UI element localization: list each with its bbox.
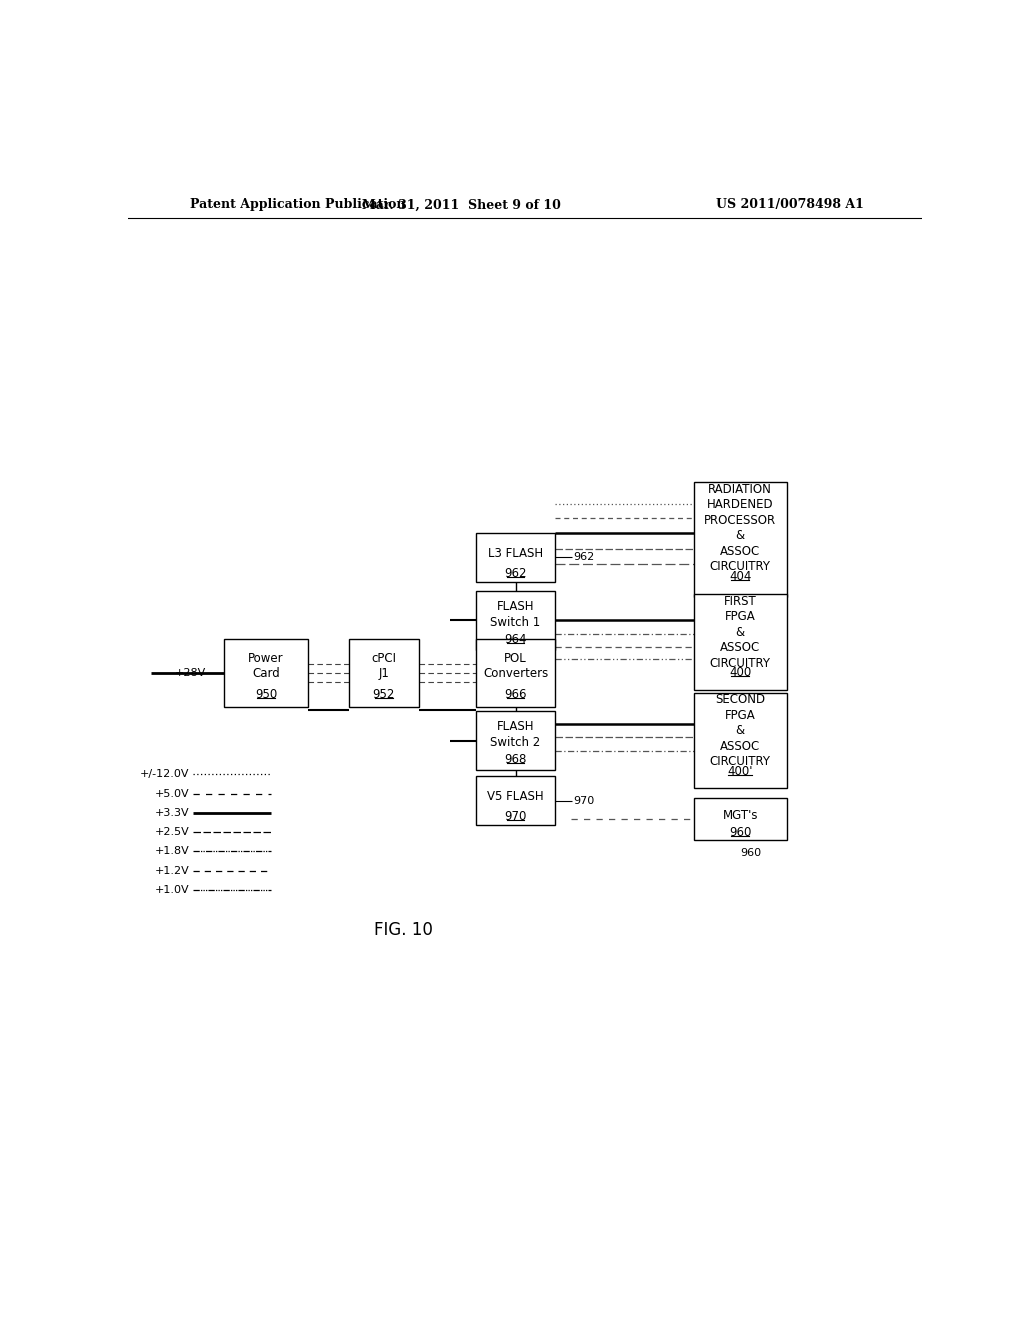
Text: SECOND
FPGA
&
ASSOC
CIRCUITRY: SECOND FPGA & ASSOC CIRCUITRY xyxy=(710,693,771,768)
Text: FLASH
Switch 2: FLASH Switch 2 xyxy=(490,721,541,748)
Bar xyxy=(349,639,419,706)
Text: +5.0V: +5.0V xyxy=(155,788,189,799)
Bar xyxy=(693,693,786,788)
Text: 400: 400 xyxy=(729,667,752,678)
Text: POL
Converters: POL Converters xyxy=(483,652,548,680)
Bar xyxy=(693,799,786,840)
Text: RADIATION
HARDENED
PROCESSOR
&
ASSOC
CIRCUITRY: RADIATION HARDENED PROCESSOR & ASSOC CIR… xyxy=(705,483,776,573)
Text: cPCI
J1: cPCI J1 xyxy=(372,652,396,680)
Text: 962: 962 xyxy=(504,566,526,579)
Text: +28V: +28V xyxy=(174,668,206,677)
Text: +1.8V: +1.8V xyxy=(155,846,189,857)
Bar xyxy=(476,776,555,825)
Text: +1.2V: +1.2V xyxy=(155,866,189,875)
Text: 964: 964 xyxy=(504,632,526,645)
Text: FIG. 10: FIG. 10 xyxy=(374,921,432,939)
Text: 400': 400' xyxy=(727,764,753,777)
Text: Patent Application Publication: Patent Application Publication xyxy=(190,198,406,211)
Text: 960: 960 xyxy=(740,847,762,858)
Bar xyxy=(476,533,555,582)
Text: 970: 970 xyxy=(504,810,526,822)
Text: 404: 404 xyxy=(729,570,752,583)
Text: +/-12.0V: +/-12.0V xyxy=(139,770,189,779)
Text: 968: 968 xyxy=(504,752,526,766)
Text: 970: 970 xyxy=(573,796,595,805)
Text: Power
Card: Power Card xyxy=(248,652,284,680)
Bar xyxy=(476,639,555,706)
Text: 962: 962 xyxy=(573,552,595,562)
Text: 966: 966 xyxy=(504,688,526,701)
Text: +2.5V: +2.5V xyxy=(155,828,189,837)
Text: +1.0V: +1.0V xyxy=(155,884,189,895)
Text: V5 FLASH: V5 FLASH xyxy=(487,791,544,803)
Bar xyxy=(476,711,555,770)
Bar xyxy=(693,594,786,689)
Text: 960: 960 xyxy=(729,826,752,840)
Text: +3.3V: +3.3V xyxy=(155,808,189,818)
Bar xyxy=(693,482,786,597)
Text: 950: 950 xyxy=(255,688,278,701)
Text: FLASH
Switch 1: FLASH Switch 1 xyxy=(490,601,541,628)
Bar xyxy=(476,591,555,649)
Text: FIRST
FPGA
&
ASSOC
CIRCUITRY: FIRST FPGA & ASSOC CIRCUITRY xyxy=(710,595,771,671)
Text: MGT's: MGT's xyxy=(723,809,758,822)
Text: 952: 952 xyxy=(373,688,395,701)
Text: US 2011/0078498 A1: US 2011/0078498 A1 xyxy=(717,198,864,211)
Bar xyxy=(224,639,308,706)
Text: L3 FLASH: L3 FLASH xyxy=(488,546,543,560)
Text: Mar. 31, 2011  Sheet 9 of 10: Mar. 31, 2011 Sheet 9 of 10 xyxy=(361,198,561,211)
